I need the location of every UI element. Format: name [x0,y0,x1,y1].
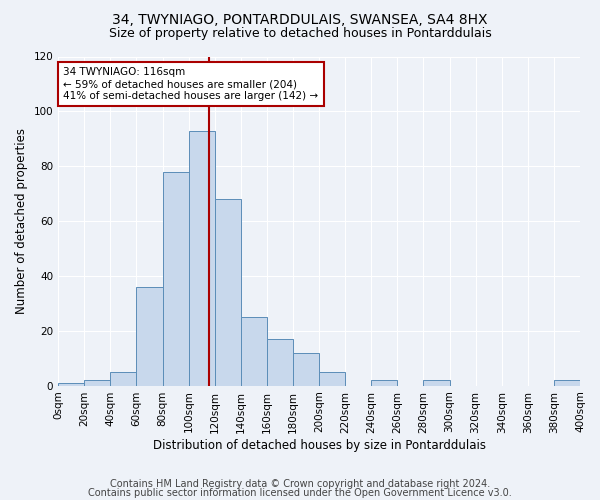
Bar [58,383,84,386]
Bar [267,339,293,386]
Bar [241,317,267,386]
Bar [110,372,136,386]
Bar [188,130,215,386]
Bar [319,372,345,386]
Bar [163,172,188,386]
Bar [293,353,319,386]
Text: Contains HM Land Registry data © Crown copyright and database right 2024.: Contains HM Land Registry data © Crown c… [110,479,490,489]
Text: 34 TWYNIAGO: 116sqm
← 59% of detached houses are smaller (204)
41% of semi-detac: 34 TWYNIAGO: 116sqm ← 59% of detached ho… [64,68,319,100]
Bar [84,380,110,386]
Y-axis label: Number of detached properties: Number of detached properties [15,128,28,314]
Text: Size of property relative to detached houses in Pontarddulais: Size of property relative to detached ho… [109,28,491,40]
Bar [424,380,449,386]
Bar [554,380,580,386]
Bar [215,199,241,386]
Bar [136,287,163,386]
Text: Contains public sector information licensed under the Open Government Licence v3: Contains public sector information licen… [88,488,512,498]
Text: 34, TWYNIAGO, PONTARDDULAIS, SWANSEA, SA4 8HX: 34, TWYNIAGO, PONTARDDULAIS, SWANSEA, SA… [112,12,488,26]
X-axis label: Distribution of detached houses by size in Pontarddulais: Distribution of detached houses by size … [152,440,485,452]
Bar [371,380,397,386]
